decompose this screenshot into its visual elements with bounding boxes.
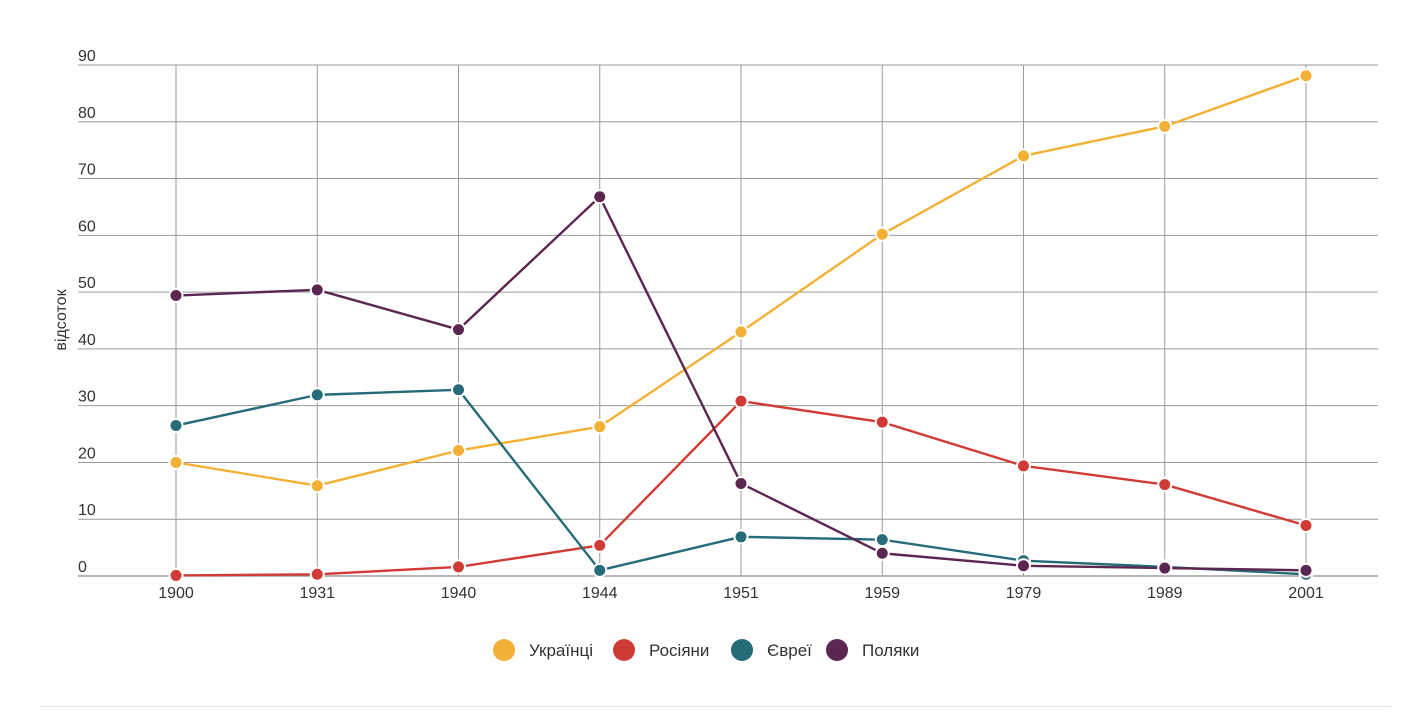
x-tick-label: 1940	[441, 585, 477, 602]
data-point	[874, 545, 890, 561]
y-tick-label: 90	[78, 48, 96, 65]
series-layer	[168, 68, 1314, 583]
legend: Українці Росіяни Євреї Поляки	[493, 639, 919, 661]
series-1	[168, 68, 1314, 494]
x-tick-label: 2001	[1288, 585, 1324, 602]
data-point	[1298, 517, 1314, 533]
legend-item: Українці	[493, 639, 593, 661]
data-point	[309, 387, 325, 403]
data-point	[733, 475, 749, 491]
series-4	[168, 189, 1314, 578]
data-point	[592, 189, 608, 205]
legend-label: Росіяни	[649, 641, 709, 660]
legend-swatch	[493, 639, 515, 661]
legend-swatch	[731, 639, 753, 661]
data-point	[733, 324, 749, 340]
legend-item: Євреї	[731, 639, 812, 661]
data-point	[874, 226, 890, 242]
data-point	[592, 562, 608, 578]
legend-label: Українці	[529, 641, 593, 660]
data-point	[451, 443, 466, 459]
data-point	[168, 454, 184, 470]
x-tick-label: 1951	[723, 585, 759, 602]
data-point	[1157, 477, 1173, 493]
y-tick-label: 50	[78, 275, 96, 292]
data-point	[874, 414, 890, 430]
bottom-divider	[40, 706, 1391, 707]
series-2	[168, 393, 1314, 583]
y-tick-label: 10	[78, 502, 96, 519]
legend-item: Поляки	[826, 639, 919, 661]
data-point	[1157, 118, 1173, 134]
legend-swatch	[826, 639, 848, 661]
grid-layer	[78, 64, 1378, 577]
data-point	[1157, 560, 1173, 576]
data-point	[592, 419, 608, 435]
legend-label: Поляки	[862, 641, 919, 660]
data-point	[1016, 558, 1031, 574]
data-point	[168, 288, 184, 304]
data-point	[1298, 68, 1314, 84]
y-tick-label: 30	[78, 389, 96, 406]
y-tick-label: 0	[78, 559, 87, 576]
legend-item: Росіяни	[613, 639, 709, 661]
x-tick-label: 1989	[1147, 585, 1183, 602]
data-point	[1016, 458, 1031, 474]
legend-label: Євреї	[767, 641, 812, 660]
data-point	[451, 322, 466, 338]
data-point	[1016, 148, 1031, 164]
legend-swatch	[613, 639, 635, 661]
data-point	[592, 537, 608, 553]
x-tick-label: 1979	[1006, 585, 1042, 602]
x-tick-label: 1944	[582, 585, 618, 602]
y-tick-label: 60	[78, 218, 96, 235]
data-point	[733, 529, 749, 545]
data-point	[168, 418, 184, 434]
x-tick-label: 1931	[299, 585, 335, 602]
y-axis-title: відсоток	[53, 288, 70, 350]
y-tick-label: 80	[78, 105, 96, 122]
data-point	[874, 532, 890, 548]
x-axis-ticks: 1900 1931 1940 1944 1951 1959 1979 1989 2001	[158, 585, 1324, 602]
data-point	[168, 567, 184, 583]
data-point	[309, 566, 325, 582]
series-3	[168, 382, 1314, 582]
data-point	[309, 282, 325, 298]
y-axis-ticks: 0 10 20 30 40 50 60 70 80 90	[78, 48, 96, 576]
y-tick-label: 20	[78, 445, 96, 462]
y-tick-label: 70	[78, 162, 96, 179]
data-point	[309, 478, 325, 494]
data-point	[451, 559, 466, 575]
y-tick-label: 40	[78, 332, 96, 349]
data-point	[1298, 562, 1314, 578]
data-point	[451, 382, 466, 398]
x-tick-label: 1900	[158, 585, 194, 602]
x-tick-label: 1959	[864, 585, 900, 602]
data-point	[733, 393, 749, 409]
